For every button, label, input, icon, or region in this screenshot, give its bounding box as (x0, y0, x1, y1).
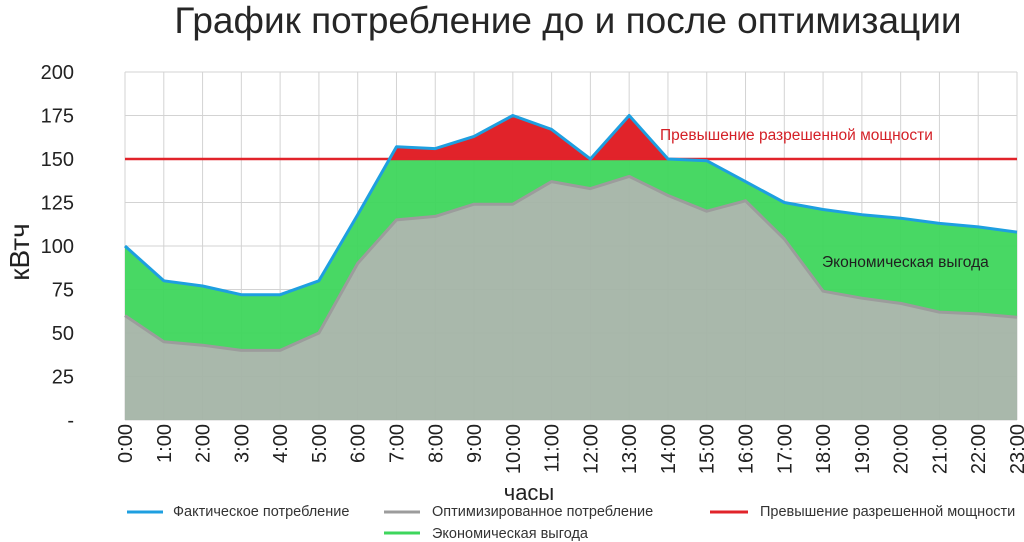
x-tick-label: 17:00 (774, 424, 796, 474)
legend-label-savings: Экономическая выгода (432, 526, 589, 542)
x-tick-label: 4:00 (270, 424, 292, 463)
x-tick-label: 7:00 (386, 424, 408, 463)
x-tick-label: 8:00 (425, 424, 447, 463)
exceedance-area (389, 115, 668, 159)
legend-label-optimized: Оптимизированное потребление (432, 504, 653, 520)
x-tick-label: 14:00 (658, 424, 680, 474)
legend-item-actual: Фактическое потребление (127, 504, 349, 520)
x-axis-label: часы (504, 480, 555, 505)
x-tick-label: 11:00 (542, 424, 564, 473)
chart-title: График потребление до и после оптимизаци… (174, 0, 961, 41)
x-tick-label: 21:00 (929, 424, 951, 474)
chart-lines (123, 114, 1018, 352)
x-tick-label: 13:00 (619, 424, 641, 474)
x-tick-label: 0:00 (115, 424, 137, 463)
savings-area (125, 115, 1017, 351)
legend-item-limit: Превышение разрешенной мощности (710, 504, 1015, 520)
legend: Фактическое потребление Оптимизированное… (127, 504, 1015, 542)
y-tick-label: 175 (41, 106, 74, 128)
x-tick-label: 2:00 (193, 424, 215, 463)
legend-label-limit: Превышение разрешенной мощности (760, 504, 1015, 520)
x-tick-label: 16:00 (736, 424, 758, 474)
y-tick-label: 75 (52, 280, 74, 302)
y-tick-label: 200 (41, 62, 74, 84)
y-tick-label: - (67, 410, 74, 432)
optimized-line (124, 174, 1018, 352)
chart-areas (125, 115, 1017, 420)
actual-line (123, 114, 1018, 297)
x-tick-label: 5:00 (309, 424, 331, 463)
y-tick-label: 150 (41, 149, 74, 171)
annotation-savings: Экономическая выгода (822, 254, 989, 271)
x-tick-label: 6:00 (348, 424, 370, 463)
y-tick-label: 100 (41, 236, 74, 258)
x-tick-label: 22:00 (968, 424, 990, 474)
optimized-area (125, 176, 1017, 420)
x-tick-label: 15:00 (697, 424, 719, 474)
x-tick-label: 9:00 (464, 424, 486, 463)
y-axis-ticks: - 25 50 75 100 125 150 175 200 (41, 62, 74, 432)
x-tick-label: 19:00 (852, 424, 874, 474)
x-tick-label: 3:00 (231, 424, 253, 463)
x-tick-label: 20:00 (891, 424, 913, 474)
y-tick-label: 25 (52, 367, 74, 389)
legend-item-optimized: Оптимизированное потребление (384, 504, 653, 520)
x-tick-label: 10:00 (503, 424, 525, 474)
y-tick-label: 50 (52, 323, 74, 345)
y-axis-label: кВтч (4, 223, 35, 280)
legend-label-actual: Фактическое потребление (173, 504, 349, 520)
x-tick-label: 18:00 (813, 424, 835, 474)
legend-item-savings: Экономическая выгода (384, 526, 589, 542)
x-axis-ticks: 0:00 1:00 2:00 3:00 4:00 5:00 6:00 7:00 8:00 9:00… (115, 424, 1024, 474)
y-tick-label: 125 (41, 193, 74, 215)
x-tick-label: 1:00 (154, 424, 176, 463)
annotation-exceedance: Превышение разрешенной мощности (660, 127, 933, 144)
x-tick-label: 23:00 (1007, 424, 1024, 474)
x-tick-label: 12:00 (580, 424, 602, 474)
